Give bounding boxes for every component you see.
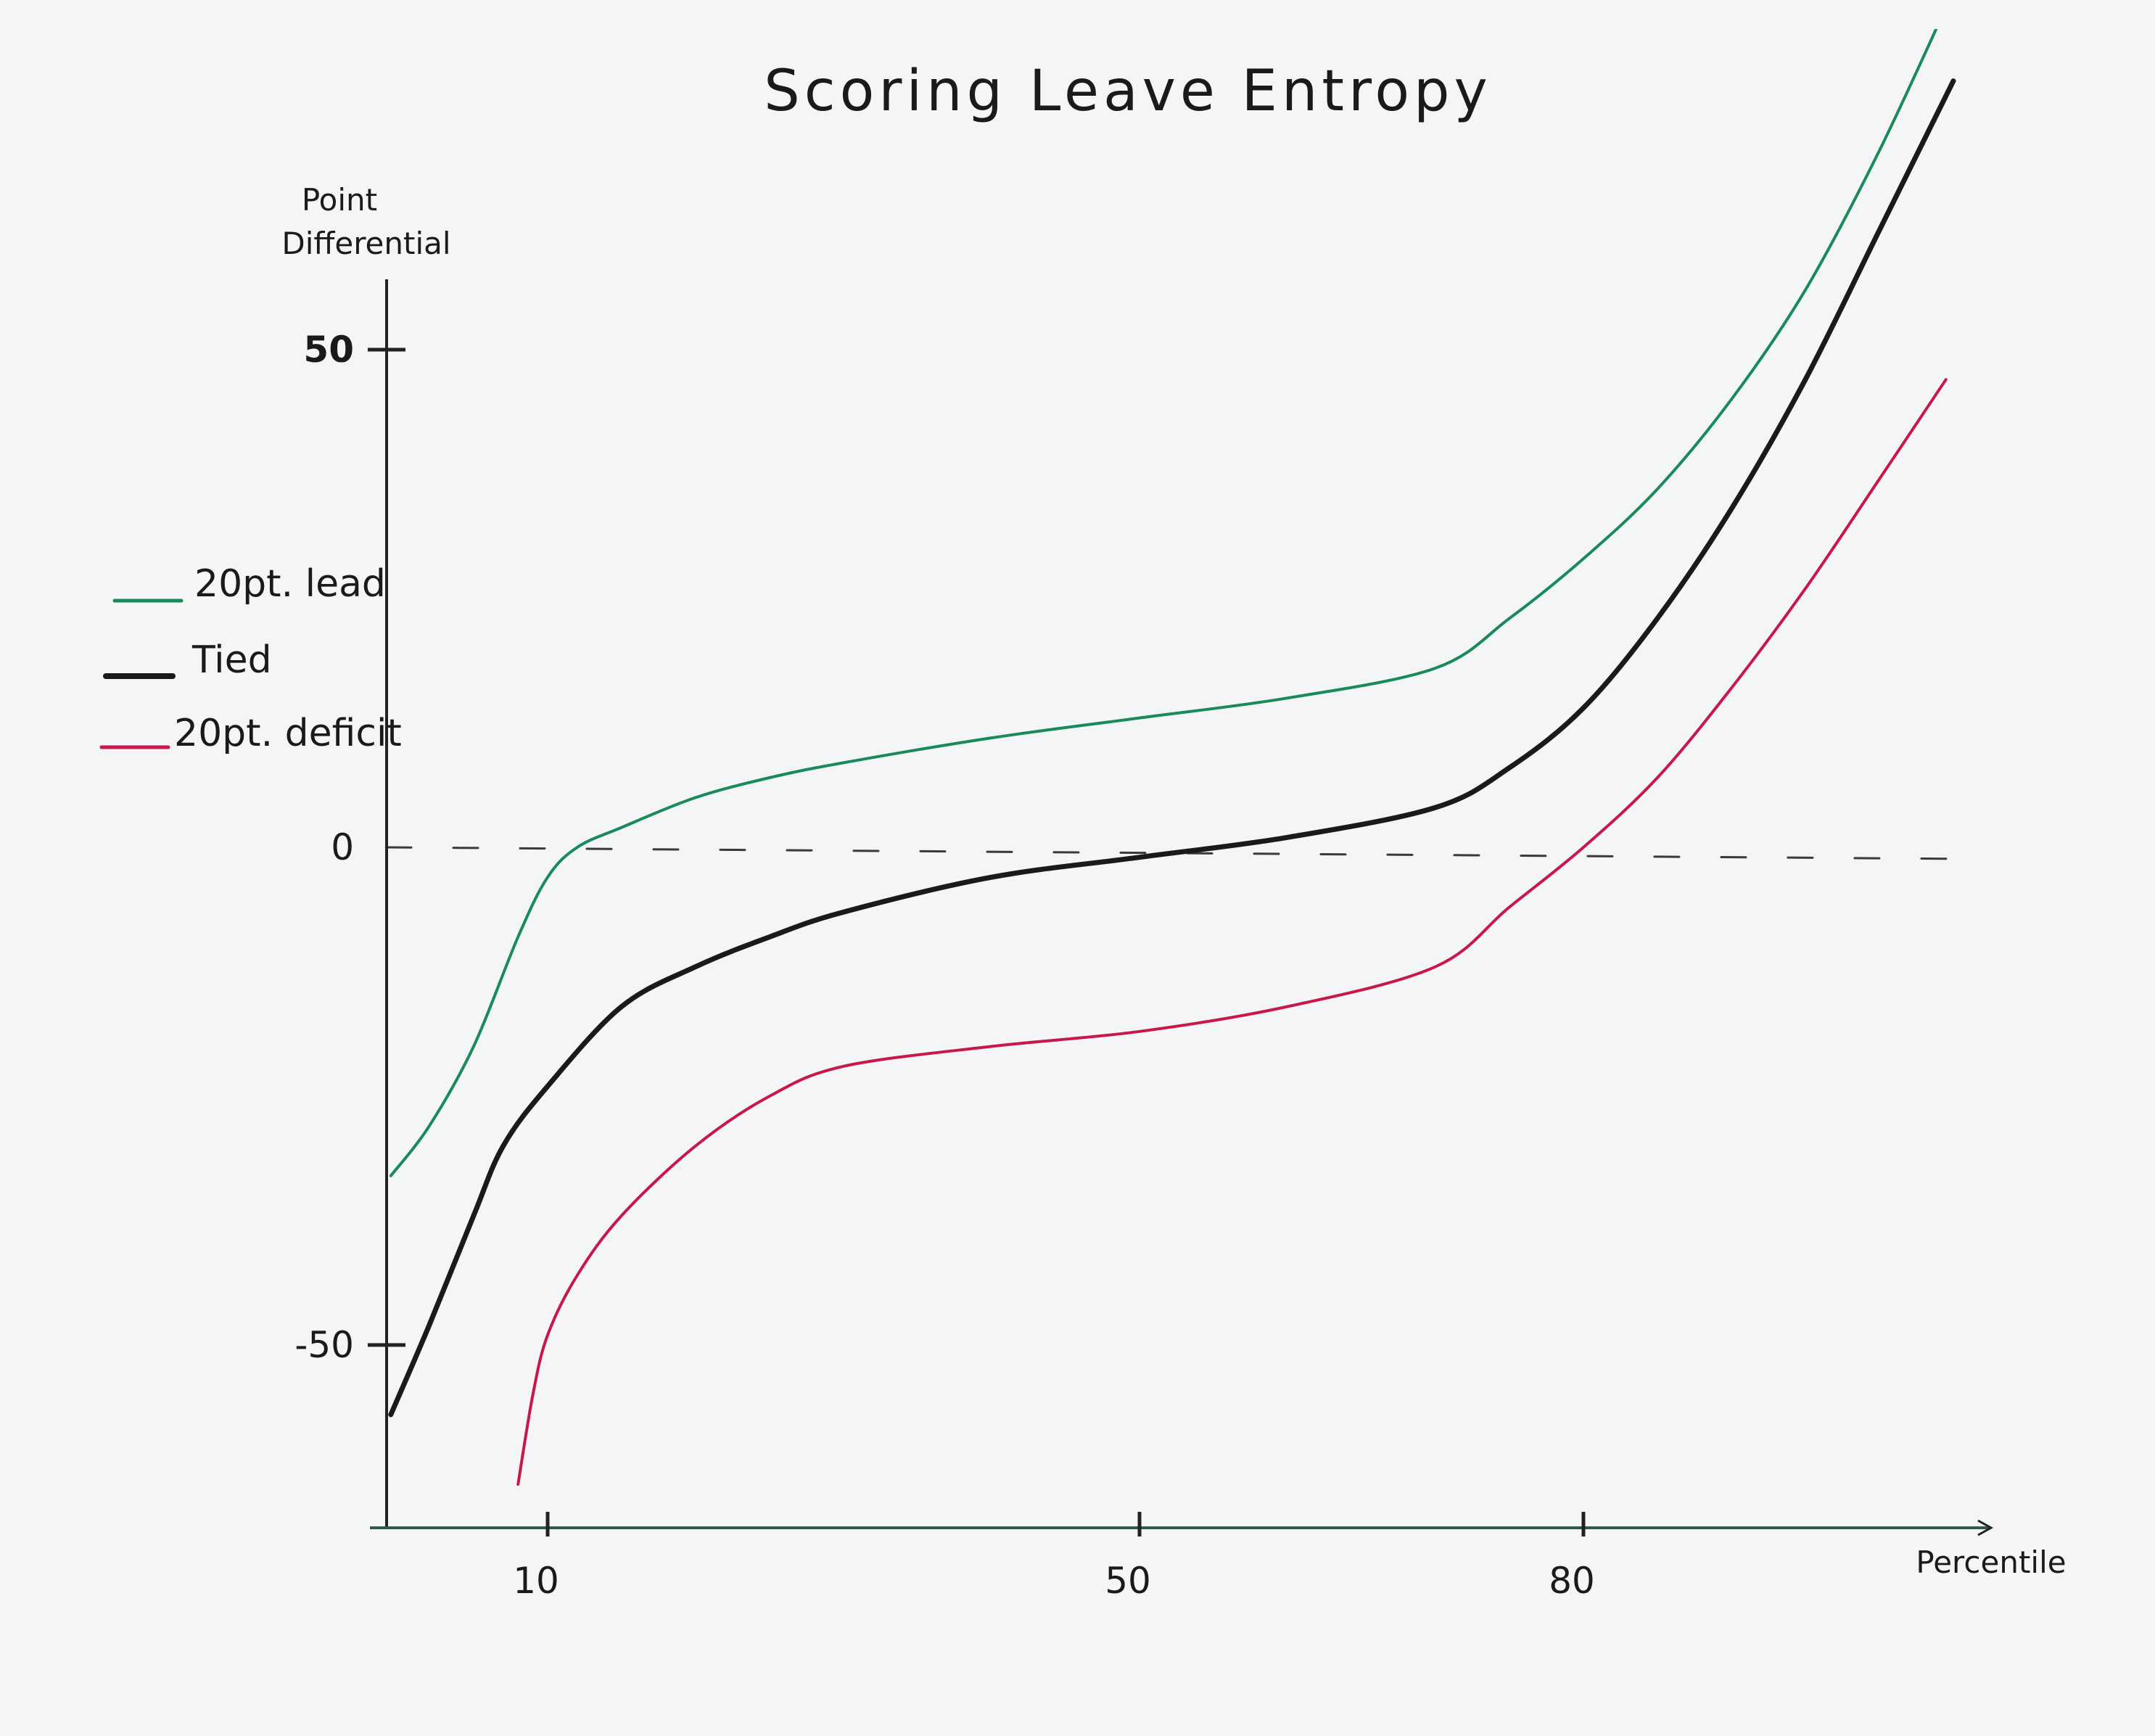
x-tick-label-80: 80	[1549, 1560, 1595, 1602]
x-axis-arrowhead	[1977, 1519, 1994, 1537]
chart-title: Scoring Leave Entropy	[764, 59, 1491, 124]
series-layer	[388, 29, 1956, 1486]
x-axis-label: Percentile	[1916, 1544, 2066, 1580]
y-axis-label-line1: Point	[302, 182, 377, 218]
legend-label-20pt-lead: 20pt. lead	[194, 562, 386, 606]
y-tick-label-0: 0	[331, 826, 354, 868]
y-tick-label-50: 50	[303, 329, 354, 371]
y-axis-label-line2: Differential	[281, 226, 450, 261]
legend: 20pt. lead Tied 20pt. deficit	[99, 562, 402, 755]
x-tick-label-10: 10	[513, 1560, 559, 1602]
x-tick-label-50: 50	[1105, 1560, 1151, 1602]
legend-label-20pt-deficit: 20pt. deficit	[174, 712, 402, 755]
legend-label-tied: Tied	[191, 638, 272, 682]
series-line-20pt-lead	[389, 29, 1938, 1177]
tick-layer: 10 50 80 50 0 -50	[294, 329, 1594, 1602]
series-line-tied	[388, 78, 1956, 1418]
y-tick-label-neg50: -50	[294, 1324, 354, 1366]
series-line-20pt-deficit	[516, 378, 1948, 1486]
axis-layer	[370, 279, 1994, 1537]
